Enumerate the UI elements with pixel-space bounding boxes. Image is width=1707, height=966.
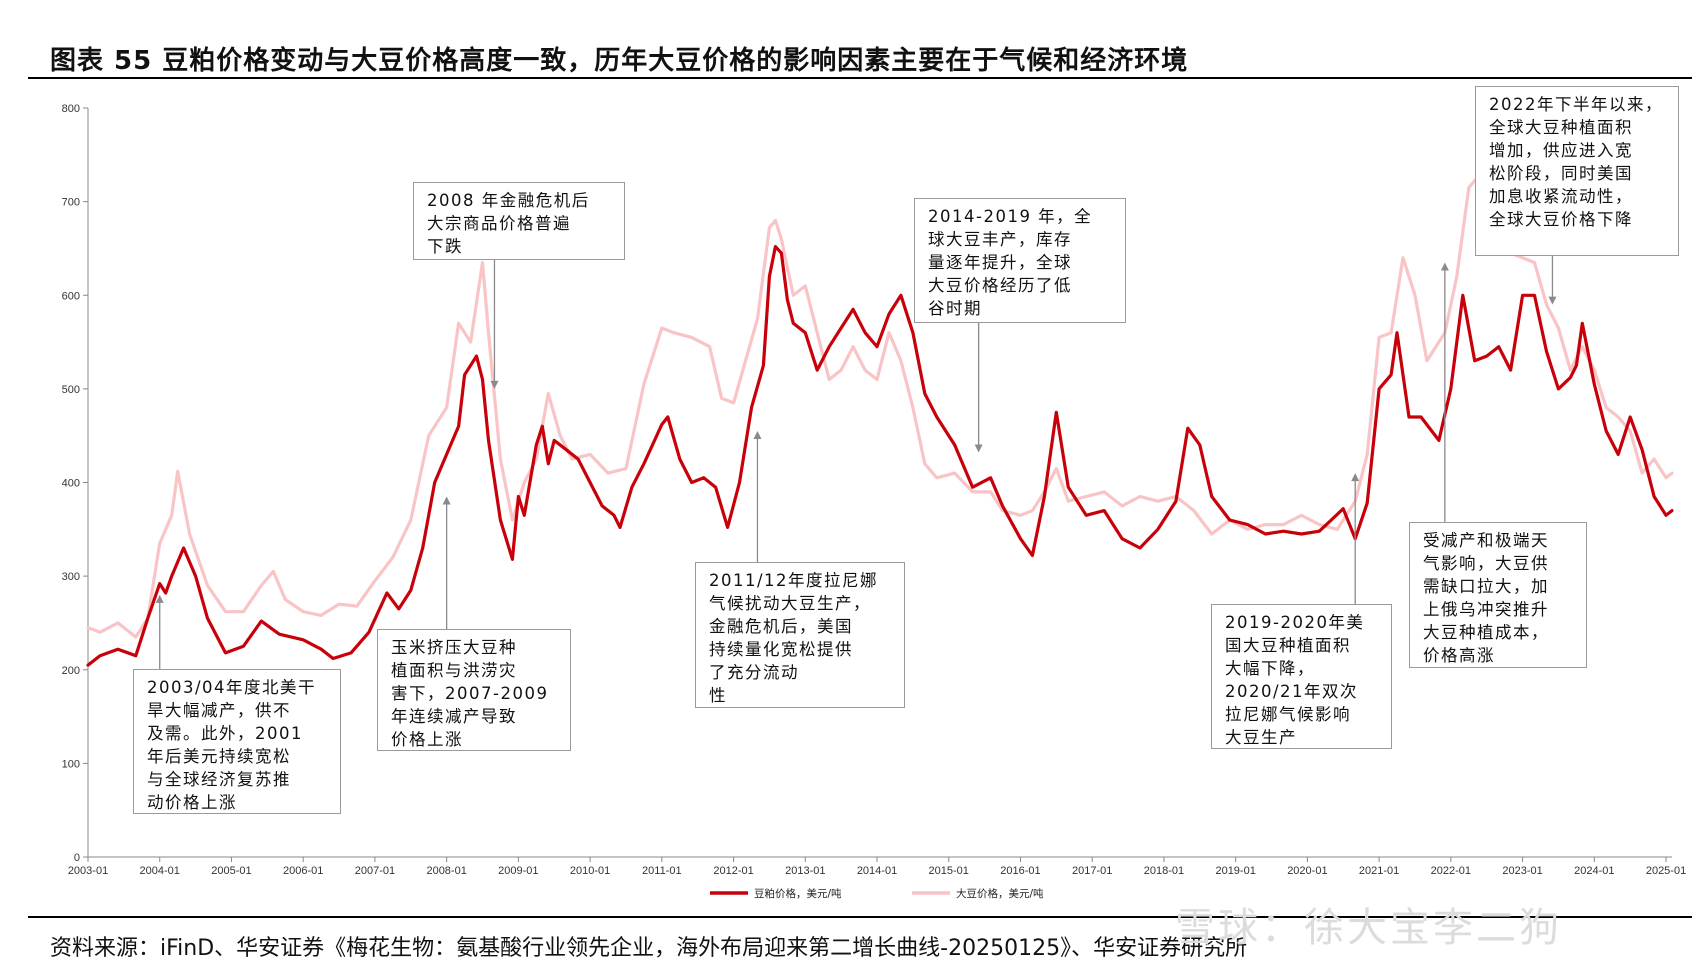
x-tick-label: 2012-01 — [713, 865, 753, 877]
y-tick-label: 500 — [62, 384, 80, 396]
annotation-arrows — [155, 256, 1557, 669]
x-tick-label: 2025-01 — [1646, 865, 1686, 877]
x-tick-label: 2013-01 — [785, 865, 825, 877]
annotation-box: 2014-2019 年，全 球大豆丰产，库存 量逐年提升，全球 大豆价格经历了低… — [914, 198, 1126, 323]
annotation-box: 2022年下半年以来， 全球大豆种植面积 增加，供应进入宽 松阶段，同时美国 加… — [1475, 86, 1679, 256]
series-lines — [86, 171, 1674, 667]
y-tick-label: 0 — [74, 852, 80, 864]
x-tick-label: 2007-01 — [355, 865, 395, 877]
x-tick-label: 2024-01 — [1574, 865, 1614, 877]
series-line — [86, 171, 1674, 639]
y-tick-label: 700 — [62, 197, 80, 209]
annotation-box: 玉米挤压大豆种 植面积与洪涝灾 害下，2007-2009 年连续减产导致 价格上… — [377, 629, 571, 751]
annotation-arrowhead — [155, 594, 164, 603]
y-tick-label: 800 — [62, 103, 80, 115]
annotation-arrowhead — [1440, 262, 1449, 271]
annotation-arrowhead — [490, 380, 499, 389]
y-tick-label: 100 — [62, 758, 80, 770]
source-note: 资料来源：iFinD、华安证券《梅花生物：氨基酸行业领先企业，海外布局迎来第二增… — [50, 936, 1248, 961]
y-tick-label: 600 — [62, 290, 80, 302]
annotation-box: 2008 年金融危机后 大宗商品价格普遍 下跌 — [413, 182, 625, 260]
annotation-box: 2011/12年度拉尼娜 气候扰动大豆生产， 金融危机后，美国 持续量化宽松提供… — [695, 562, 905, 708]
legend-label: 大豆价格，美元/吨 — [956, 887, 1044, 900]
annotation-arrowhead — [442, 496, 451, 505]
x-tick-label: 2005-01 — [211, 865, 251, 877]
annotation-arrowhead — [974, 444, 983, 453]
x-tick-label: 2020-01 — [1287, 865, 1327, 877]
x-tick-label: 2011-01 — [642, 865, 682, 877]
legend-label: 豆粕价格，美元/吨 — [754, 887, 842, 900]
chart-title: 图表 55 豆粕价格变动与大豆价格高度一致，历年大豆价格的影响因素主要在于气候和… — [50, 46, 1189, 76]
annotation-box: 2003/04年度北美干 旱大幅减产，供不 及需。此外，2001 年后美元持续宽… — [133, 669, 341, 814]
x-tick-label: 2017-01 — [1072, 865, 1112, 877]
annotation-arrowhead — [1351, 473, 1360, 482]
y-tick-label: 300 — [62, 571, 80, 583]
source-rule — [28, 916, 1692, 918]
annotation-box: 2019-2020年美 国大豆种植面积 大幅下降， 2020/21年双次 拉尼娜… — [1211, 604, 1392, 749]
x-tick-label: 2014-01 — [857, 865, 897, 877]
chart-legend: 豆粕价格，美元/吨 大豆价格，美元/吨 — [710, 887, 1044, 900]
x-tick-label: 2015-01 — [929, 865, 969, 877]
x-tick-label: 2003-01 — [68, 865, 108, 877]
x-tick-label: 2021-01 — [1359, 865, 1399, 877]
x-tick-label: 2022-01 — [1431, 865, 1471, 877]
title-rule — [28, 77, 1692, 79]
series-line — [86, 245, 1674, 667]
x-tick-label: 2008-01 — [426, 865, 466, 877]
x-tick-label: 2006-01 — [283, 865, 323, 877]
x-tick-label: 2018-01 — [1144, 865, 1184, 877]
axes: 0 100 200 300 400 500 600 700 800 2003-01 2004-01 2… — [62, 103, 1687, 877]
annotation-box: 受减产和极端天 气影响，大豆供 需缺口拉大，加 上俄乌冲突推升 大豆种植成本， … — [1409, 522, 1587, 668]
annotation-arrowhead — [1548, 296, 1557, 305]
annotation-arrowhead — [753, 431, 762, 440]
x-tick-label: 2010-01 — [570, 865, 610, 877]
x-tick-label: 2009-01 — [498, 865, 538, 877]
x-tick-label: 2004-01 — [140, 865, 180, 877]
watermark: 雪球：徐大宝李二狗 — [1175, 905, 1562, 951]
x-tick-label: 2023-01 — [1502, 865, 1542, 877]
y-tick-label: 200 — [62, 665, 80, 677]
x-tick-label: 2016-01 — [1000, 865, 1040, 877]
x-tick-label: 2019-01 — [1215, 865, 1255, 877]
y-tick-label: 400 — [62, 478, 80, 490]
